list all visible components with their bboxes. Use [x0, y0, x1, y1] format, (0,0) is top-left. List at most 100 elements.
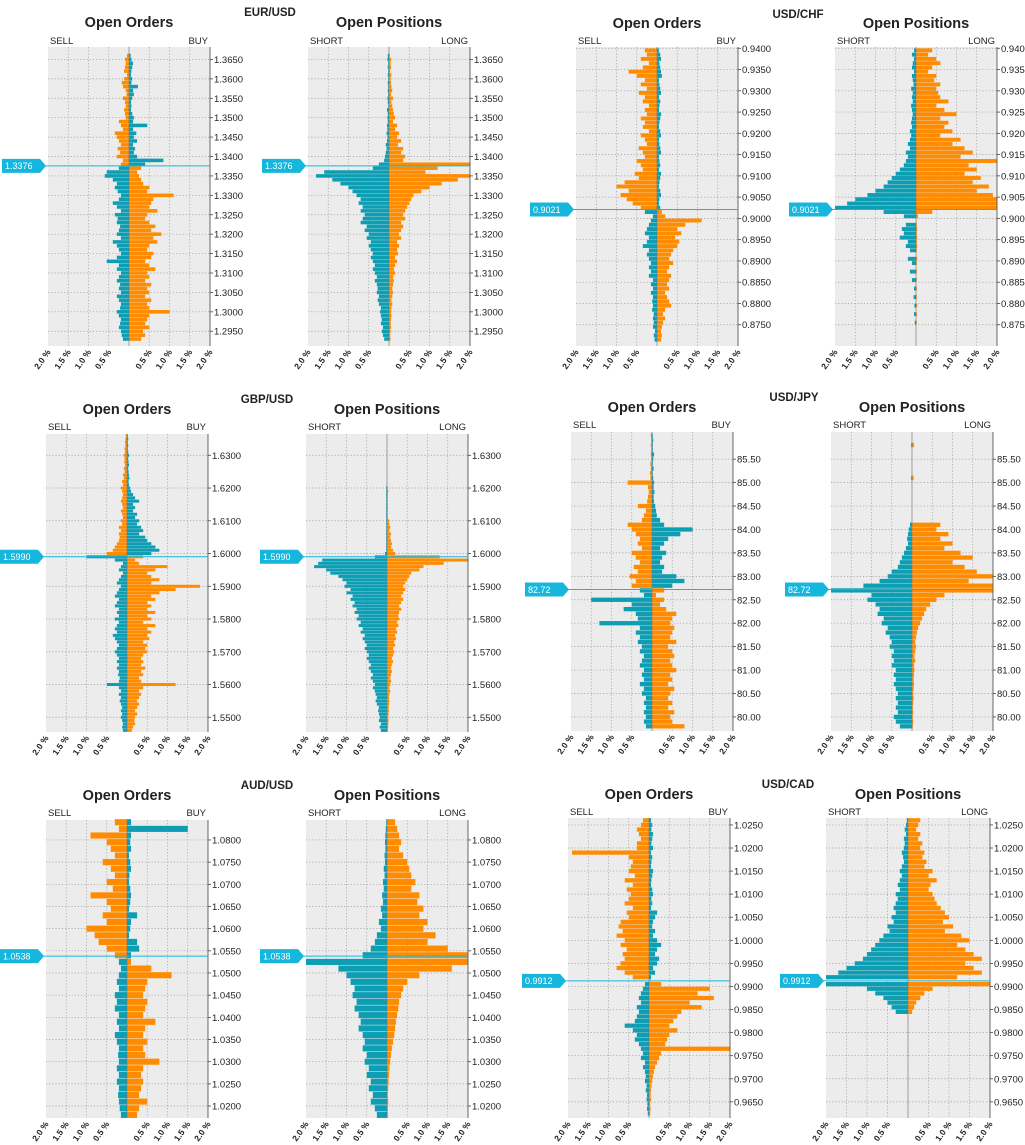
- sell-bar: [122, 705, 127, 709]
- long-bar: [387, 965, 452, 972]
- percent-tick-label: 0.5 %: [871, 1119, 892, 1143]
- buy-bar: [127, 872, 130, 879]
- short-bar: [895, 910, 908, 915]
- long-bar: [387, 1111, 388, 1118]
- short-bar: [385, 845, 387, 852]
- price-tick-label: 1.0250: [734, 820, 763, 831]
- buy-bar: [649, 901, 653, 906]
- sell-bar: [118, 197, 129, 202]
- percent-tick-label: 1.0 %: [592, 1119, 613, 1143]
- buy-bar: [649, 850, 652, 855]
- buy-bar: [129, 100, 132, 104]
- percent-tick-label: 2.0 %: [290, 733, 311, 757]
- long-bar: [387, 879, 416, 886]
- long-bar: [387, 509, 388, 513]
- buy-bar: [652, 471, 653, 476]
- sell-bar: [645, 1074, 649, 1079]
- buy-bar: [129, 224, 156, 229]
- long-bar: [389, 53, 390, 58]
- sell-bar: [624, 878, 649, 883]
- short-bar: [386, 819, 387, 826]
- short-bar: [911, 442, 912, 448]
- buy-bar: [129, 174, 140, 178]
- price-tick-label: 83.50: [997, 548, 1021, 559]
- percent-tick-label: 1.0 %: [673, 1119, 694, 1143]
- sell-bar: [104, 174, 129, 178]
- current-price-label: 1.3376: [5, 161, 33, 171]
- sell-bar: [114, 627, 127, 631]
- short-bar: [905, 159, 916, 163]
- long-bar: [912, 714, 913, 720]
- current-price-label: 0.9912: [525, 976, 553, 986]
- sell-bar: [116, 244, 129, 248]
- long-bar: [387, 558, 468, 562]
- buy-bar: [652, 564, 665, 570]
- buy-bar: [657, 295, 668, 300]
- sell-bar: [647, 1111, 649, 1116]
- price-tick-label: 0.9100: [742, 171, 771, 182]
- sell-bar: [122, 496, 127, 500]
- sell-bar: [648, 235, 657, 240]
- buy-bar: [127, 457, 129, 461]
- buy-bar: [127, 607, 148, 611]
- sell-bar: [114, 952, 127, 959]
- price-tick-label: 1.3000: [214, 307, 243, 318]
- buy-bar: [129, 158, 164, 163]
- long-bar: [387, 952, 468, 959]
- buy-bar: [652, 635, 671, 640]
- short-bar: [379, 725, 387, 729]
- long-bar: [908, 965, 974, 971]
- price-tick-label: 1.3350: [474, 171, 503, 182]
- long-bar: [389, 317, 392, 322]
- sell-bar: [644, 154, 657, 159]
- sell-bar: [640, 836, 649, 841]
- buy-bar: [127, 663, 142, 667]
- long-bar: [908, 845, 921, 851]
- percent-tick-label: 0.5 %: [613, 1119, 634, 1143]
- short-bar: [912, 90, 916, 95]
- sell-bar: [116, 205, 129, 209]
- buy-bar: [127, 653, 144, 657]
- short-bar: [380, 728, 387, 732]
- long-bar: [387, 565, 424, 569]
- short-bar: [384, 552, 387, 556]
- buy-bar: [129, 69, 132, 73]
- short-bar: [386, 545, 387, 549]
- current-price-tag: [2, 158, 46, 173]
- short-bar: [885, 630, 912, 635]
- long-bar: [916, 244, 918, 249]
- sell-bar: [118, 643, 127, 647]
- long-bar: [387, 548, 394, 552]
- long-bar: [387, 561, 444, 565]
- sell-bar: [646, 1106, 649, 1111]
- sell-bar: [120, 236, 129, 240]
- long-bar: [389, 201, 410, 205]
- sell-bar: [121, 80, 129, 85]
- short-bar: [899, 724, 912, 729]
- buy-bar: [127, 529, 144, 533]
- long-bar: [387, 1105, 388, 1112]
- buy-bar: [657, 65, 661, 70]
- buy-bar: [127, 692, 142, 696]
- sell-bar: [125, 115, 129, 120]
- sell-bar: [120, 162, 129, 167]
- buy-bar: [649, 1088, 652, 1093]
- buy-bar: [652, 578, 685, 584]
- sell-bar: [122, 512, 127, 516]
- sell-bar: [634, 1037, 649, 1042]
- long-bar: [389, 84, 392, 89]
- short-bar: [346, 972, 387, 979]
- short-bar: [835, 205, 916, 210]
- sell-bar: [123, 466, 127, 470]
- buy-bar: [127, 1005, 146, 1012]
- short-bar: [382, 892, 387, 899]
- buy-bar: [127, 443, 129, 447]
- sell-bar: [118, 313, 129, 318]
- long-bar: [387, 650, 395, 654]
- buy-bar: [127, 686, 144, 690]
- short-bar: [891, 653, 912, 659]
- long-bar: [387, 627, 396, 631]
- long-bar: [912, 555, 973, 560]
